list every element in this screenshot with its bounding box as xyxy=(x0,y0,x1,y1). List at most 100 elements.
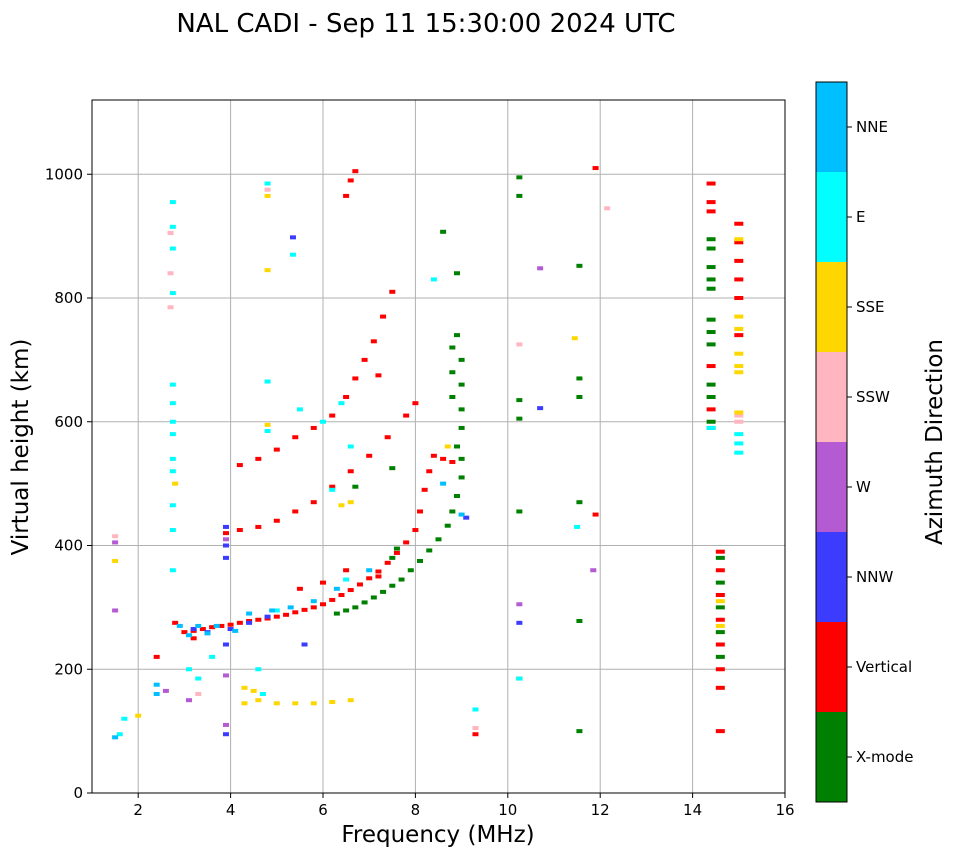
colorbar-segment xyxy=(816,712,847,802)
data-point xyxy=(213,623,220,628)
data-point xyxy=(458,357,465,362)
data-point xyxy=(463,515,470,520)
data-point xyxy=(380,314,387,319)
data-point xyxy=(366,453,373,458)
data-point xyxy=(172,620,179,625)
data-point xyxy=(590,568,597,573)
data-point xyxy=(734,221,744,226)
data-point xyxy=(706,419,716,424)
data-point xyxy=(734,296,744,300)
data-point xyxy=(706,342,716,347)
data-point xyxy=(444,523,451,528)
colorbar-category-label: X-mode xyxy=(856,748,913,766)
data-point xyxy=(706,407,716,412)
data-point xyxy=(167,305,174,310)
data-point xyxy=(417,509,424,514)
data-point xyxy=(516,398,523,403)
data-point xyxy=(715,654,725,659)
data-point xyxy=(222,642,229,647)
colorbar-segment xyxy=(816,172,847,262)
data-point xyxy=(283,612,290,617)
data-point xyxy=(199,627,206,632)
x-tick-label: 14 xyxy=(683,801,702,819)
data-point xyxy=(273,614,280,619)
data-point xyxy=(195,676,202,681)
data-point xyxy=(375,373,382,378)
data-point xyxy=(458,425,465,430)
data-point xyxy=(574,524,581,529)
data-point xyxy=(292,509,299,514)
data-point xyxy=(167,231,174,236)
data-point xyxy=(255,698,262,703)
data-point xyxy=(190,627,197,632)
data-point xyxy=(393,546,400,551)
data-point xyxy=(241,701,248,706)
data-point xyxy=(310,500,317,505)
y-tick-label: 200 xyxy=(54,660,83,678)
data-point xyxy=(169,419,176,424)
data-point xyxy=(333,586,340,591)
colorbar-segment xyxy=(816,532,847,622)
data-point xyxy=(181,630,188,635)
data-point xyxy=(167,271,174,276)
data-point xyxy=(398,577,405,582)
data-point xyxy=(352,605,359,610)
data-point xyxy=(190,636,197,641)
data-point xyxy=(706,277,716,282)
data-point xyxy=(232,628,239,633)
colorbar-segment xyxy=(816,352,847,442)
data-point xyxy=(715,555,725,560)
data-point xyxy=(389,466,396,471)
data-point xyxy=(370,595,377,600)
data-point xyxy=(458,475,465,480)
data-point xyxy=(715,580,725,585)
colorbar-category-label: SSE xyxy=(856,298,885,316)
x-axis-label: Frequency (MHz) xyxy=(341,822,534,848)
data-point xyxy=(389,555,396,560)
colorbar-segment xyxy=(816,262,847,352)
data-point xyxy=(222,524,229,529)
data-point xyxy=(259,692,266,696)
data-point xyxy=(576,500,583,505)
data-point xyxy=(734,432,744,437)
data-point xyxy=(343,568,350,573)
data-point xyxy=(172,481,179,486)
data-point xyxy=(352,169,359,174)
data-point xyxy=(715,605,725,610)
data-point xyxy=(435,537,442,542)
data-point xyxy=(537,406,544,411)
data-point xyxy=(320,580,326,585)
data-point xyxy=(347,469,354,474)
data-point xyxy=(430,277,437,282)
data-point xyxy=(250,688,257,693)
data-point xyxy=(273,608,280,613)
data-point xyxy=(218,623,225,628)
data-point xyxy=(116,732,123,737)
data-point xyxy=(222,555,229,560)
series-nnw xyxy=(190,235,544,737)
data-point xyxy=(384,560,391,565)
data-point xyxy=(343,608,350,613)
data-point xyxy=(449,395,456,399)
data-point xyxy=(715,599,725,604)
data-point xyxy=(366,568,373,573)
data-point xyxy=(338,503,345,508)
data-point xyxy=(472,732,479,737)
x-tick-label: 8 xyxy=(411,801,421,819)
series-sse xyxy=(112,193,744,718)
data-point xyxy=(343,395,350,399)
data-point xyxy=(169,382,176,387)
data-point xyxy=(440,481,447,486)
gridlines xyxy=(92,100,786,794)
data-point xyxy=(112,608,119,613)
data-point xyxy=(169,200,176,205)
colorbar-category-label: Vertical xyxy=(856,658,912,676)
data-point xyxy=(472,726,479,731)
data-point xyxy=(186,633,193,638)
series-ssw xyxy=(112,187,744,731)
data-point xyxy=(537,266,544,271)
data-point xyxy=(706,382,716,387)
data-point xyxy=(426,469,433,474)
data-point xyxy=(153,692,160,696)
data-point xyxy=(329,597,336,602)
